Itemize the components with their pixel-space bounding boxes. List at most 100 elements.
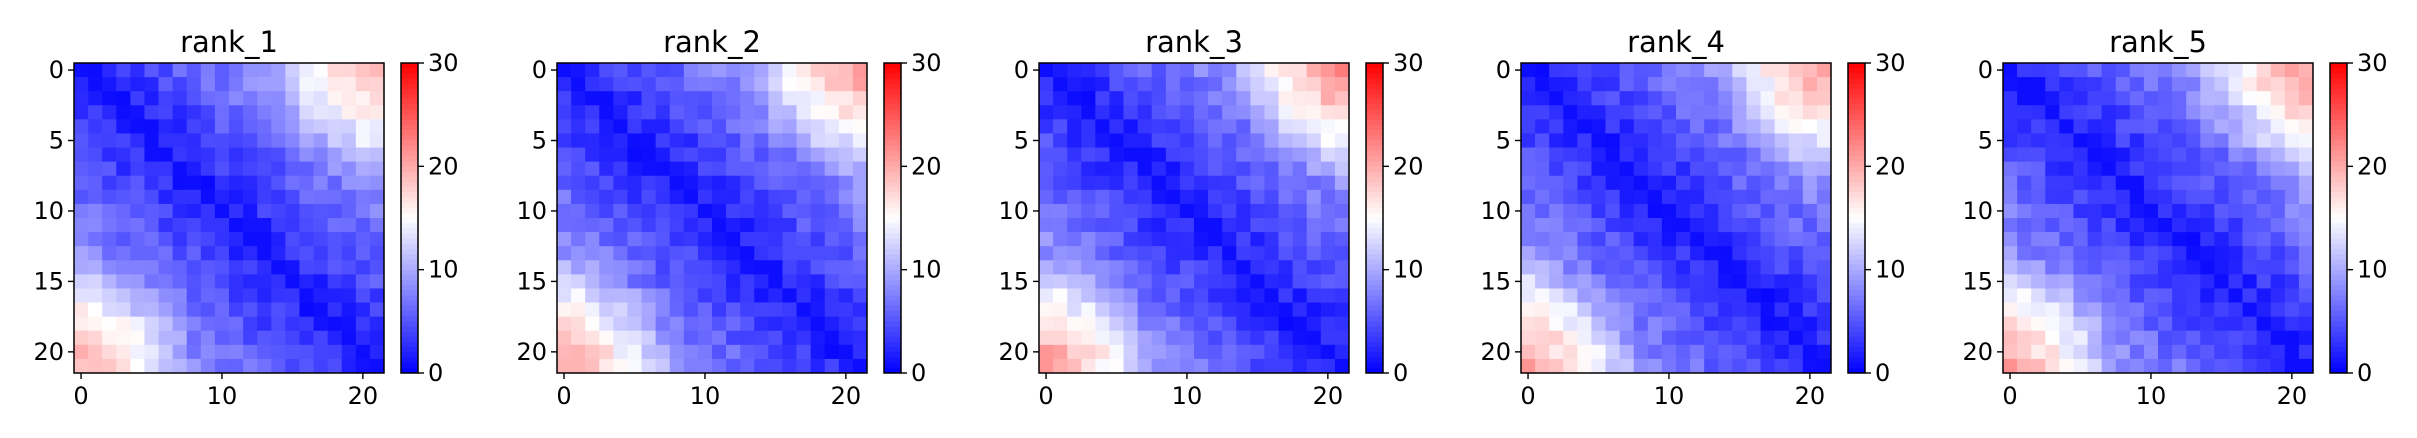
heatmap-cell <box>2172 175 2187 191</box>
heatmap-cell <box>2214 344 2229 360</box>
heatmap-cell <box>1591 119 1606 134</box>
heatmap-cells <box>557 63 868 374</box>
heatmap-cell <box>1208 274 1223 289</box>
heatmap-cell <box>1816 344 1832 360</box>
colorbar-segment <box>2330 367 2347 374</box>
colorbar-segment <box>1366 192 1383 198</box>
heatmap-cell <box>1802 133 1818 148</box>
heatmap-cell <box>1591 91 1606 106</box>
colorbar-segment <box>401 181 418 188</box>
heatmap-cell <box>1647 189 1663 205</box>
heatmap-cell <box>313 316 328 332</box>
heatmap-cell <box>1563 358 1578 374</box>
heatmap-cell <box>2284 105 2300 120</box>
heatmap-cell <box>1264 330 1279 346</box>
heatmap-cell <box>200 260 216 275</box>
colorbar-segment <box>2330 352 2347 358</box>
heatmap-cell <box>2115 147 2131 162</box>
heatmap-cell <box>1278 344 1293 360</box>
heatmap-cell <box>1633 344 1649 360</box>
heatmap-cell <box>341 147 357 162</box>
heatmap-cell <box>669 77 685 92</box>
heatmap-cell <box>144 218 159 233</box>
heatmap-cell <box>2017 344 2032 360</box>
heatmap-cell <box>1690 218 1705 233</box>
heatmap-cell <box>1619 288 1635 303</box>
colorbar-segment <box>1366 181 1383 188</box>
heatmap-cell <box>1802 274 1818 289</box>
heatmap-cell <box>1236 302 1251 317</box>
heatmap-cell <box>1067 63 1082 78</box>
heatmap-cell <box>1732 77 1747 92</box>
heatmap-cell <box>2087 232 2102 247</box>
heatmap-cell <box>557 358 572 374</box>
heatmap-cell <box>1053 246 1068 261</box>
heatmap-cell <box>585 189 600 205</box>
colorbar-segment <box>2330 295 2347 302</box>
heatmap-cell <box>1137 302 1153 317</box>
heatmap-cell <box>1151 218 1167 233</box>
colorbar-segment <box>1848 347 1865 353</box>
heatmap-cell <box>1067 189 1082 205</box>
heatmap-cell <box>1278 203 1293 219</box>
heatmap-cell <box>186 91 202 106</box>
heatmap-cell <box>88 302 103 317</box>
heatmap-cell <box>1067 147 1082 162</box>
colorbar-segment <box>884 362 901 369</box>
heatmap-cell <box>2200 358 2215 374</box>
heatmap-cell <box>838 63 854 78</box>
heatmap-cell <box>669 260 685 275</box>
heatmap-cell <box>1320 161 1336 177</box>
heatmap-cell <box>1718 274 1733 289</box>
heatmap-cell <box>1774 330 1790 346</box>
heatmap-cell <box>740 147 755 162</box>
heatmap-cell <box>1591 316 1606 332</box>
heatmap-cell <box>285 274 300 289</box>
heatmap-cell <box>2214 105 2229 120</box>
heatmap-cell <box>824 288 840 303</box>
heatmap-cell <box>1222 260 1237 275</box>
heatmap-cell <box>299 358 314 374</box>
colorbar-segment <box>1848 119 1865 126</box>
heatmap-cell <box>229 161 244 177</box>
heatmap-cell <box>754 77 769 92</box>
heatmap-cell <box>1151 91 1167 106</box>
heatmap-cell <box>200 288 216 303</box>
heatmap-cell <box>796 330 811 346</box>
heatmap-cell <box>852 105 868 120</box>
heatmap-cell <box>1535 133 1550 148</box>
heatmap-cell <box>585 274 600 289</box>
colorbar-segment <box>1366 212 1383 219</box>
heatmap-cell <box>1563 77 1578 92</box>
heatmap-cell <box>355 147 371 162</box>
heatmap-cell <box>2158 358 2173 374</box>
heatmap-cell <box>257 77 272 92</box>
heatmap-cell <box>557 246 572 261</box>
heatmap-cell <box>1306 232 1322 247</box>
heatmap-cell <box>1760 316 1775 332</box>
heatmap-cell <box>1591 175 1606 191</box>
heatmap-cell <box>327 218 343 233</box>
heatmap-cell <box>1109 288 1124 303</box>
heatmap-cell <box>257 203 272 219</box>
heatmap-cell <box>669 232 685 247</box>
heatmap-cell <box>2073 161 2088 177</box>
heatmap-cell <box>1718 203 1733 219</box>
heatmap-cell <box>2158 232 2173 247</box>
heatmap-cell <box>1619 203 1635 219</box>
y-tick-label: 5 <box>1014 127 1029 155</box>
heatmap-cell <box>852 358 868 374</box>
heatmap-cell <box>1250 147 1265 162</box>
heatmap-cell <box>116 147 131 162</box>
heatmap-cell <box>2059 260 2074 275</box>
heatmap-cell <box>824 274 840 289</box>
colorbar-segment <box>401 264 418 271</box>
heatmap-cell <box>1165 175 1181 191</box>
heatmap-cell <box>214 105 230 120</box>
heatmap-cell <box>116 232 131 247</box>
heatmap-cell <box>1535 203 1550 219</box>
heatmap-cell <box>186 218 202 233</box>
heatmap-cell <box>1109 77 1124 92</box>
heatmap-cell <box>796 260 811 275</box>
colorbar-segment <box>1848 331 1865 338</box>
